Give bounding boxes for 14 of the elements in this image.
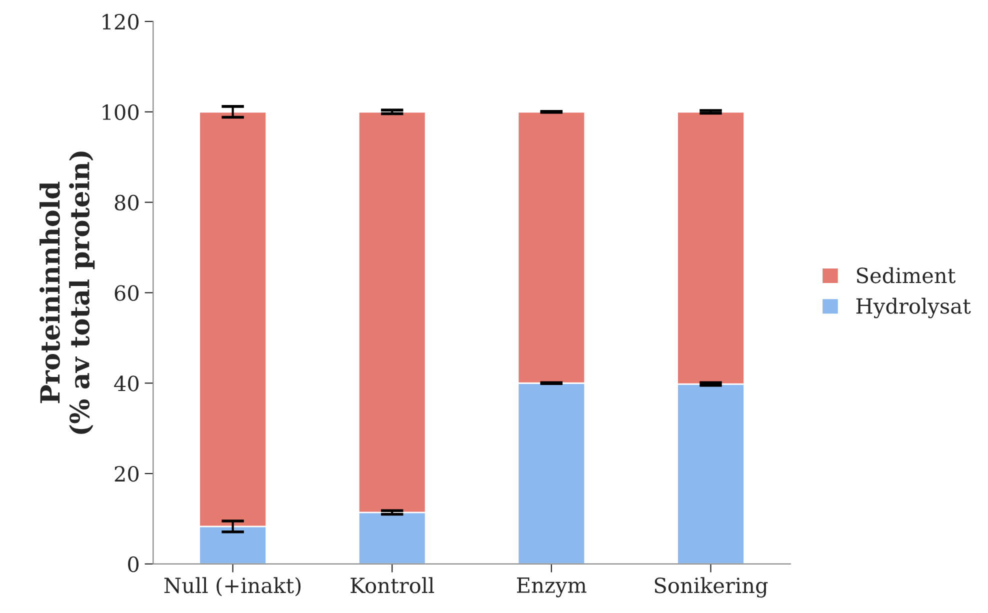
y-tick-label: 80	[114, 194, 139, 210]
y-tick-label: 0	[128, 556, 139, 572]
y-tick-label: 60	[114, 285, 139, 301]
legend-label: Sediment	[856, 267, 956, 284]
x-tick-label: Sonikering	[654, 577, 768, 598]
x-tick-label: Enzym	[517, 578, 586, 598]
y-tick-label: 100	[102, 104, 139, 120]
y-axis-title: Proteininnhold (% av total protein)	[40, 152, 95, 434]
y-tick-label: 120	[102, 14, 139, 30]
x-tick-label: Null (+inakt)	[164, 577, 301, 596]
y-tick-label: 20	[114, 466, 139, 482]
x-tick-label: Kontroll	[350, 577, 434, 594]
y-tick-label: 40	[114, 376, 139, 392]
legend-label: Hydrolysat	[856, 298, 971, 318]
